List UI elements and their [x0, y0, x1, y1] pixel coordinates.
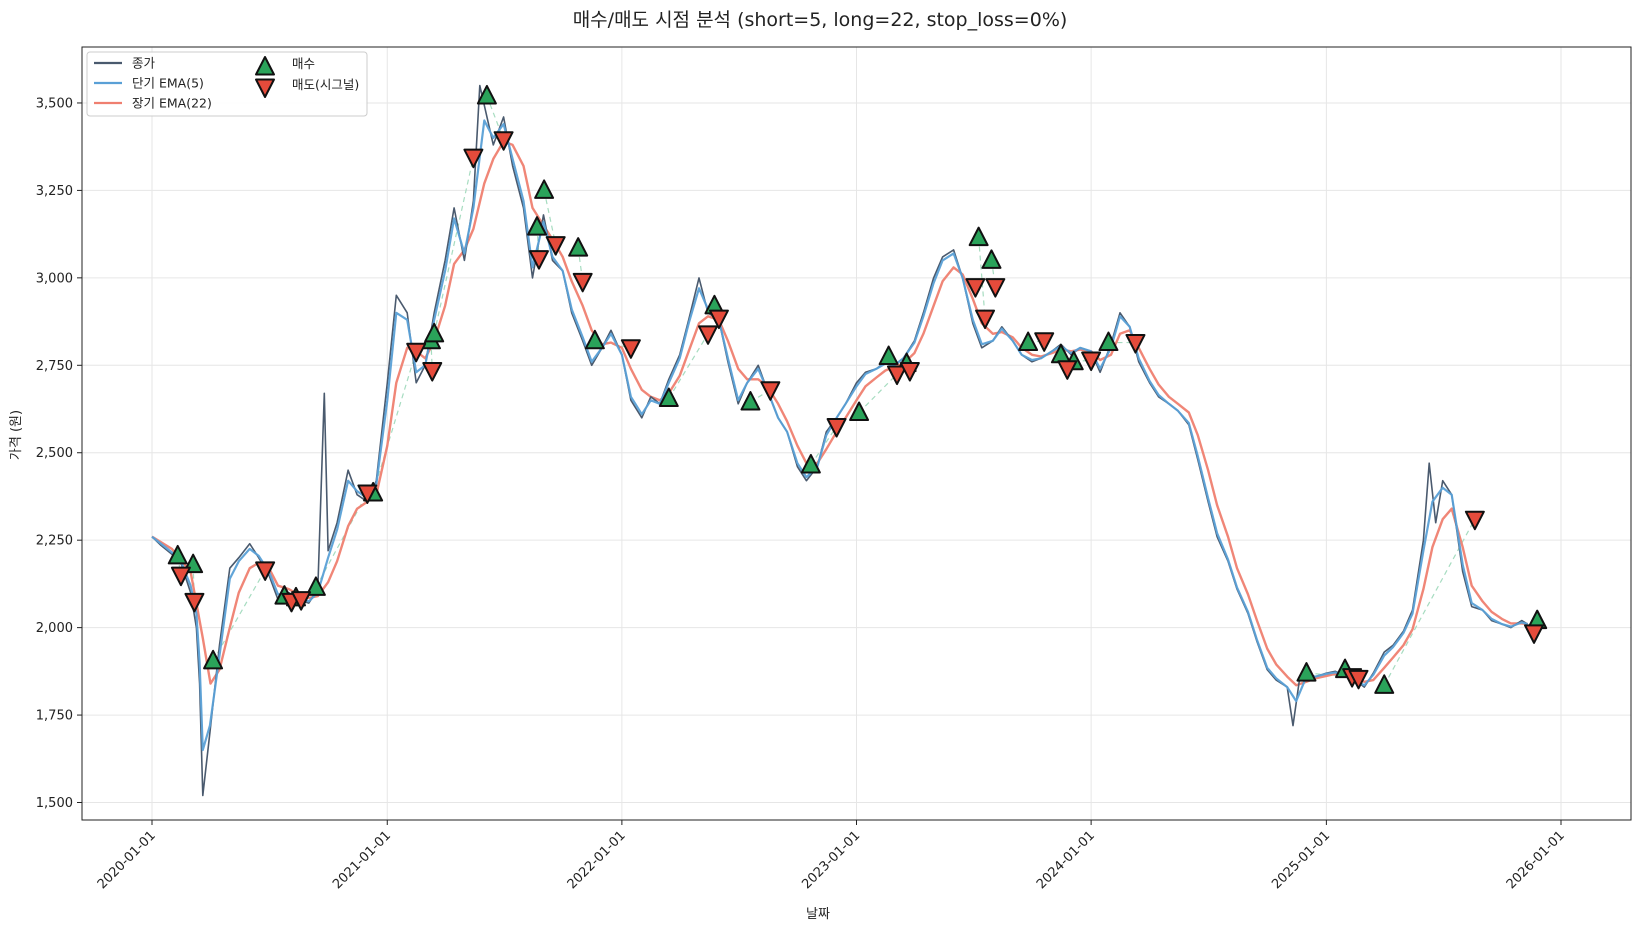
- y-tick-label: 1,500: [36, 796, 73, 811]
- buy-marker: [424, 322, 445, 343]
- sell-marker: [1348, 669, 1369, 690]
- chart-title: 매수/매도 시점 분석 (short=5, long=22, stop_loss…: [573, 9, 1068, 31]
- buy-marker: [968, 226, 989, 247]
- y-axis: 1,500 1,750 2,000 2,250 2,500 2,750 3,000 3,250…: [36, 96, 82, 811]
- buy-marker: [981, 249, 1002, 269]
- trade-link: [543, 190, 557, 245]
- sell-marker: [422, 362, 443, 382]
- sell-marker: [528, 250, 549, 270]
- sell-marker: [1524, 624, 1545, 644]
- buy-marker: [476, 84, 497, 105]
- sell-marker: [406, 342, 427, 363]
- sell-marker: [255, 561, 276, 581]
- y-tick-label: 2,500: [36, 446, 73, 461]
- y-tick-label: 3,250: [36, 184, 73, 199]
- sell-marker: [463, 148, 484, 169]
- sell-marker: [975, 309, 996, 330]
- sell-marker: [620, 339, 641, 359]
- buy-marker: [878, 345, 899, 366]
- sell-marker: [760, 381, 781, 401]
- legend-label-close: 종가: [132, 56, 156, 71]
- y-tick-label: 3,000: [36, 271, 73, 286]
- buy-marker: [203, 649, 224, 670]
- y-tick-label: 2,250: [36, 534, 73, 549]
- buy-marker: [1098, 331, 1119, 352]
- buy-marker: [568, 237, 589, 257]
- buy-marker: [800, 453, 821, 474]
- sell-marker: [1057, 360, 1078, 380]
- sell-marker: [698, 325, 719, 345]
- buy-marker: [740, 391, 761, 411]
- buy-marker: [849, 401, 870, 422]
- sell-marker: [170, 566, 191, 587]
- sell-marker: [1034, 332, 1055, 352]
- legend-box: [86, 51, 368, 117]
- grid: [82, 47, 1631, 820]
- sell-marker: [572, 272, 593, 293]
- sell-marker: [708, 309, 729, 330]
- trade-link: [372, 351, 417, 494]
- sell-marker: [493, 131, 514, 151]
- trade-link: [668, 333, 709, 399]
- legend-label-ema-short: 단기 EMA(5): [132, 76, 204, 91]
- sell-marker: [545, 236, 566, 256]
- legend-buy-marker: [255, 56, 275, 76]
- sell-marker: [985, 278, 1006, 298]
- sell-marker: [357, 484, 378, 504]
- signal-markers: [167, 84, 1548, 694]
- legend-label-buy: 매수: [292, 56, 315, 71]
- buy-marker: [527, 216, 548, 236]
- sell-marker: [1081, 351, 1102, 372]
- buy-marker: [1018, 331, 1039, 352]
- sell-marker: [291, 591, 312, 611]
- sell-marker: [899, 362, 920, 382]
- sell-marker: [1125, 334, 1146, 354]
- y-tick-label: 3,500: [36, 96, 73, 111]
- buy-marker: [167, 544, 188, 565]
- legend-sell-marker: [255, 78, 275, 98]
- sell-marker: [965, 278, 986, 298]
- y-tick-label: 2,750: [36, 359, 73, 374]
- y-axis-label: 가격 (원): [9, 410, 24, 460]
- legend-label-sell: 매도(시그널): [292, 77, 359, 92]
- sell-marker: [886, 365, 907, 386]
- buy-marker: [534, 179, 555, 199]
- trade-link: [433, 157, 474, 334]
- legend-label-ema-long: 장기 EMA(22): [132, 96, 212, 111]
- buy-marker: [658, 387, 679, 408]
- trade-link: [810, 426, 838, 466]
- buy-marker: [584, 329, 605, 350]
- trade-link: [978, 237, 986, 319]
- y-tick-label: 1,750: [36, 709, 73, 724]
- sell-marker: [826, 418, 847, 438]
- x-axis-label: 날짜: [806, 907, 830, 922]
- y-tick-label: 2,000: [36, 621, 73, 636]
- buy-marker: [305, 576, 326, 596]
- sell-marker: [1464, 510, 1485, 531]
- buy-marker: [1296, 662, 1317, 682]
- trade-link: [858, 373, 898, 413]
- buy-marker: [1374, 674, 1395, 694]
- sell-marker: [184, 592, 205, 613]
